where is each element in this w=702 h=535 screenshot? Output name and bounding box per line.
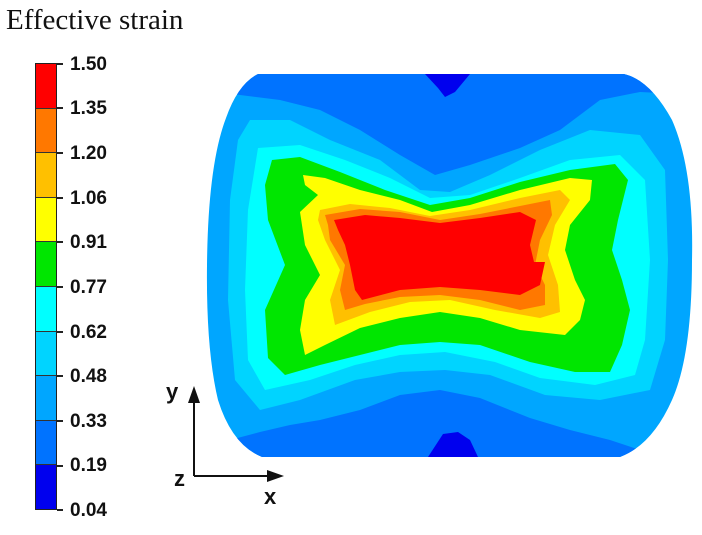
colorbar-band-1 (36, 64, 56, 108)
colorbar-band-9 (36, 419, 56, 465)
colorbar-label: 0.77 (70, 277, 107, 298)
colorbar-band-8 (36, 375, 56, 420)
colorbar-label: 0.48 (70, 366, 107, 387)
y-axis-label: y (166, 379, 179, 404)
colorbar-label: 1.35 (70, 98, 107, 119)
colorbar-band-2 (36, 107, 56, 153)
colorbar-band-3 (36, 152, 56, 197)
colorbar-label: 1.20 (70, 143, 107, 164)
chart-title: Effective strain (6, 4, 184, 36)
colorbar-label: 1.06 (70, 188, 107, 209)
colorbar-tick (57, 286, 63, 288)
y-arrow-icon (188, 386, 200, 403)
z-axis-label: z (174, 466, 185, 491)
colorbar-tick (57, 465, 63, 467)
x-axis-label: x (264, 484, 277, 509)
colorbar-label: 1.50 (70, 54, 107, 75)
colorbar-label: 0.91 (70, 232, 107, 253)
colorbar-label: 0.19 (70, 455, 107, 476)
colorbar-tick (57, 241, 63, 243)
colorbar-band-4 (36, 196, 56, 242)
colorbar-tick (57, 420, 63, 422)
x-arrow-icon (267, 470, 284, 482)
colorbar-label: 0.33 (70, 411, 107, 432)
colorbar-band-7 (36, 330, 56, 376)
colorbar-label: 0.62 (70, 322, 107, 343)
colorbar-tick (57, 197, 63, 199)
colorbar-band-10 (36, 464, 56, 509)
colorbar-band-5 (36, 241, 56, 286)
colorbar-tick (57, 375, 63, 377)
colorbar-tick (57, 152, 63, 154)
colorbar-tick (57, 509, 63, 511)
colorbar (35, 63, 57, 510)
colorbar-tick (57, 107, 63, 109)
colorbar-tick (57, 331, 63, 333)
colorbar-tick (57, 63, 63, 65)
colorbar-label: 0.04 (70, 500, 107, 521)
colorbar-band-6 (36, 285, 56, 331)
